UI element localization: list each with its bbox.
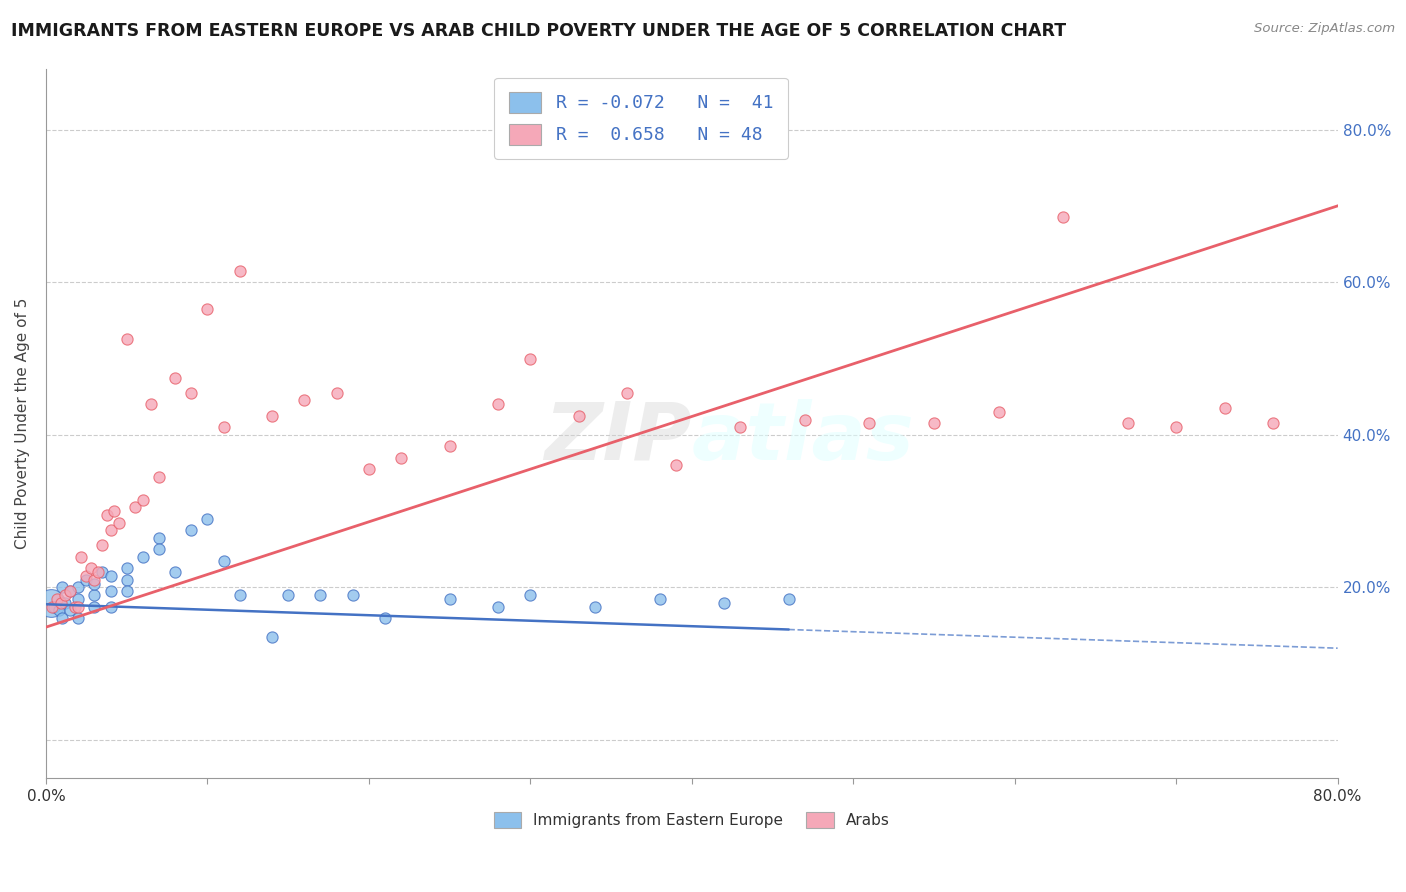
Point — [519, 351, 541, 366]
Point — [53, 596, 76, 610]
Point — [86, 565, 108, 579]
Point — [616, 385, 638, 400]
Point — [1261, 417, 1284, 431]
Point — [197, 301, 219, 316]
Point — [46, 591, 69, 606]
Point — [665, 458, 688, 473]
Point — [100, 599, 122, 614]
Point — [67, 591, 90, 606]
Point — [180, 385, 202, 400]
Point — [148, 542, 170, 557]
Point — [75, 573, 97, 587]
Point — [63, 599, 86, 614]
Point — [124, 500, 146, 515]
Point — [165, 565, 187, 579]
Text: Source: ZipAtlas.com: Source: ZipAtlas.com — [1254, 22, 1395, 36]
Point — [59, 584, 82, 599]
Point — [51, 581, 73, 595]
Text: atlas: atlas — [692, 399, 914, 476]
Point — [107, 516, 129, 530]
Point — [83, 599, 105, 614]
Point — [100, 523, 122, 537]
Point — [1052, 211, 1074, 225]
Point — [858, 417, 880, 431]
Point — [67, 599, 90, 614]
Point — [439, 439, 461, 453]
Point — [83, 588, 105, 602]
Point — [342, 588, 364, 602]
Point — [67, 611, 90, 625]
Point — [148, 531, 170, 545]
Point — [212, 554, 235, 568]
Point — [39, 596, 62, 610]
Point — [389, 450, 412, 465]
Point — [91, 565, 114, 579]
Point — [292, 393, 315, 408]
Point — [1213, 401, 1236, 416]
Point — [987, 405, 1010, 419]
Point — [96, 508, 118, 522]
Point — [115, 333, 138, 347]
Point — [260, 409, 283, 423]
Legend: Immigrants from Eastern Europe, Arabs: Immigrants from Eastern Europe, Arabs — [488, 805, 896, 834]
Point — [648, 591, 671, 606]
Point — [80, 561, 103, 575]
Point — [1116, 417, 1139, 431]
Point — [83, 576, 105, 591]
Point — [922, 417, 945, 431]
Point — [228, 264, 250, 278]
Point — [228, 588, 250, 602]
Point — [49, 596, 72, 610]
Point — [486, 599, 509, 614]
Point — [132, 492, 155, 507]
Point — [793, 412, 815, 426]
Y-axis label: Child Poverty Under the Age of 5: Child Poverty Under the Age of 5 — [15, 298, 30, 549]
Point — [309, 588, 332, 602]
Point — [41, 599, 63, 614]
Point — [148, 470, 170, 484]
Text: IMMIGRANTS FROM EASTERN EUROPE VS ARAB CHILD POVERTY UNDER THE AGE OF 5 CORRELAT: IMMIGRANTS FROM EASTERN EUROPE VS ARAB C… — [11, 22, 1066, 40]
Point — [374, 611, 396, 625]
Point — [139, 397, 162, 411]
Point — [180, 523, 202, 537]
Point — [91, 539, 114, 553]
Point — [103, 504, 125, 518]
Point — [100, 569, 122, 583]
Point — [53, 588, 76, 602]
Point — [568, 409, 591, 423]
Point — [583, 599, 606, 614]
Point — [260, 630, 283, 644]
Point — [325, 385, 347, 400]
Point — [115, 573, 138, 587]
Point — [59, 603, 82, 617]
Point — [115, 584, 138, 599]
Text: ZIP: ZIP — [544, 399, 692, 476]
Point — [778, 591, 800, 606]
Point — [115, 561, 138, 575]
Point — [519, 588, 541, 602]
Point — [42, 599, 65, 614]
Point — [486, 397, 509, 411]
Point — [59, 584, 82, 599]
Point — [713, 596, 735, 610]
Point — [197, 512, 219, 526]
Point — [1166, 420, 1188, 434]
Point — [83, 573, 105, 587]
Point — [277, 588, 299, 602]
Point — [728, 420, 751, 434]
Point — [51, 611, 73, 625]
Point — [212, 420, 235, 434]
Point — [48, 603, 70, 617]
Point — [439, 591, 461, 606]
Point — [67, 581, 90, 595]
Point — [75, 569, 97, 583]
Point — [70, 549, 93, 564]
Point — [165, 370, 187, 384]
Point — [132, 549, 155, 564]
Point — [100, 584, 122, 599]
Point — [357, 462, 380, 476]
